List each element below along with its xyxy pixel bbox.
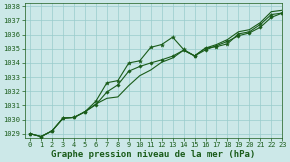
X-axis label: Graphe pression niveau de la mer (hPa): Graphe pression niveau de la mer (hPa) [51, 150, 255, 159]
